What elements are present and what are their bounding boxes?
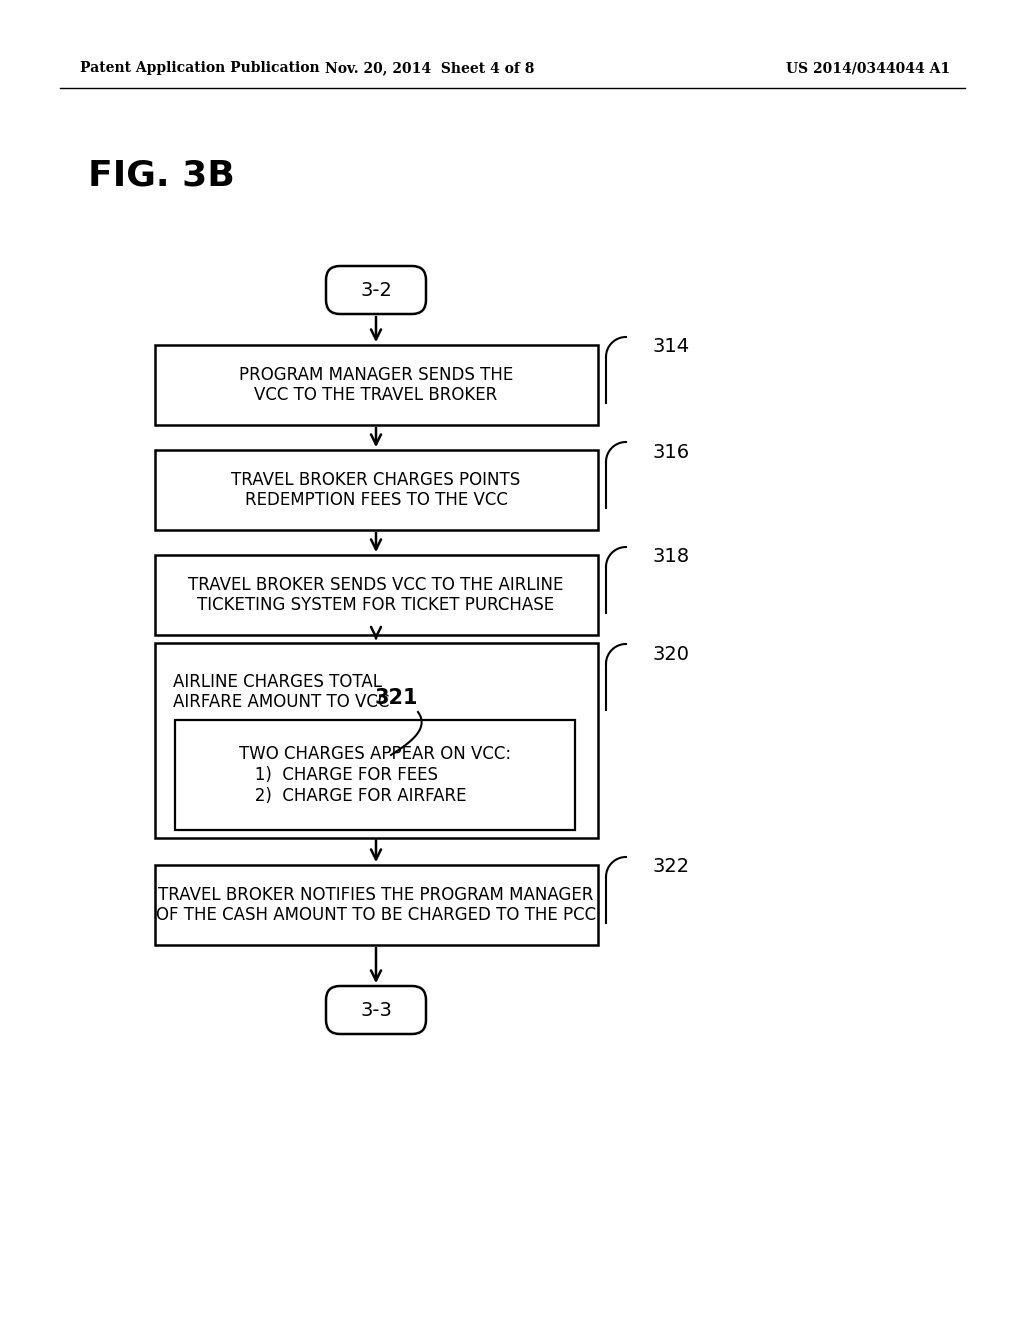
Text: 318: 318 (652, 548, 689, 566)
Text: PROGRAM MANAGER SENDS THE
VCC TO THE TRAVEL BROKER: PROGRAM MANAGER SENDS THE VCC TO THE TRA… (239, 366, 513, 404)
FancyBboxPatch shape (326, 267, 426, 314)
Text: Patent Application Publication: Patent Application Publication (80, 61, 319, 75)
Text: 321: 321 (374, 688, 418, 708)
Bar (175, 719, 575, 830)
Text: 314: 314 (652, 338, 689, 356)
Bar (155, 643, 597, 837)
Text: TRAVEL BROKER CHARGES POINTS
REDEMPTION FEES TO THE VCC: TRAVEL BROKER CHARGES POINTS REDEMPTION … (231, 471, 520, 510)
FancyBboxPatch shape (326, 986, 426, 1034)
Text: TRAVEL BROKER NOTIFIES THE PROGRAM MANAGER
OF THE CASH AMOUNT TO BE CHARGED TO T: TRAVEL BROKER NOTIFIES THE PROGRAM MANAG… (156, 886, 596, 924)
Bar (155, 554, 597, 635)
Bar (155, 450, 597, 531)
Text: 320: 320 (652, 644, 689, 664)
Text: FIG. 3B: FIG. 3B (88, 158, 234, 191)
Text: 322: 322 (652, 858, 689, 876)
Text: US 2014/0344044 A1: US 2014/0344044 A1 (785, 61, 950, 75)
Text: 316: 316 (652, 442, 689, 462)
Text: AIRLINE CHARGES TOTAL
AIRFARE AMOUNT TO VCC: AIRLINE CHARGES TOTAL AIRFARE AMOUNT TO … (173, 673, 389, 711)
Text: Nov. 20, 2014  Sheet 4 of 8: Nov. 20, 2014 Sheet 4 of 8 (326, 61, 535, 75)
Bar (155, 345, 597, 425)
Text: TWO CHARGES APPEAR ON VCC:
   1)  CHARGE FOR FEES
   2)  CHARGE FOR AIRFARE: TWO CHARGES APPEAR ON VCC: 1) CHARGE FOR… (239, 746, 511, 805)
Text: 3-3: 3-3 (360, 1001, 392, 1019)
Text: TRAVEL BROKER SENDS VCC TO THE AIRLINE
TICKETING SYSTEM FOR TICKET PURCHASE: TRAVEL BROKER SENDS VCC TO THE AIRLINE T… (188, 576, 563, 614)
Bar (155, 865, 597, 945)
Text: 3-2: 3-2 (360, 281, 392, 300)
